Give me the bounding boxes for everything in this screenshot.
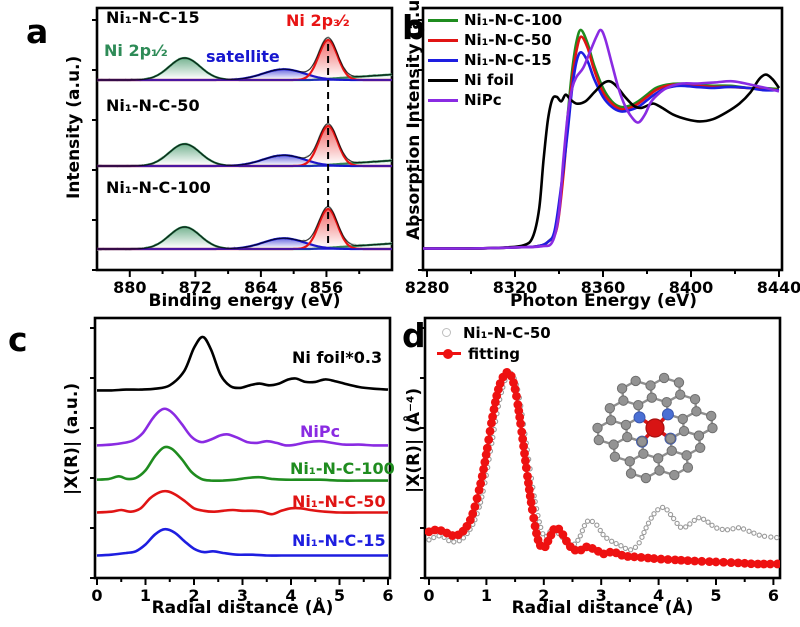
svg-text:5: 5	[710, 586, 721, 605]
panel-a-letter: a	[26, 12, 49, 51]
curve-label-nifoil: Ni foil*0.3	[292, 348, 383, 367]
legend-item-ni1nc50: Ni₁-N-C-50	[428, 30, 562, 50]
curve-label-ni1nc15: Ni₁-N-C-15	[292, 531, 386, 550]
svg-text:8440: 8440	[757, 278, 800, 297]
svg-text:1: 1	[481, 586, 492, 605]
spectrum-label-ni1nc15: Ni₁-N-C-15	[106, 8, 200, 27]
svg-text:5: 5	[334, 586, 345, 605]
legend-item-ni1nc100: Ni₁-N-C-100	[428, 10, 562, 30]
svg-text:6: 6	[768, 586, 779, 605]
svg-text:3: 3	[237, 586, 248, 605]
panel-a-yaxis-title: Intensity (a.u.)	[64, 55, 84, 199]
line-swatch-red	[428, 38, 458, 42]
svg-text:856: 856	[310, 278, 343, 297]
molecular-structure-inset	[592, 372, 718, 484]
legend-label: NiPc	[464, 91, 502, 109]
legend-item-fitting: fitting	[437, 343, 551, 364]
svg-text:0: 0	[423, 586, 434, 605]
svg-text:1: 1	[140, 586, 151, 605]
legend-label: Ni foil	[464, 71, 515, 89]
panel-c-yaxis-title: |X(R)| (a.u.)	[62, 382, 82, 495]
panel-b-yaxis-title: Absorption Intensity (a.u.)	[404, 0, 424, 240]
legend-item-nifoil: Ni foil	[428, 70, 562, 90]
line-swatch-purple	[428, 98, 458, 102]
panel-b-letter: b	[402, 8, 426, 47]
panel-d-yaxis-title: |X(R)| (Å⁻⁴)	[404, 387, 424, 493]
svg-text:8400: 8400	[669, 278, 714, 297]
svg-text:6: 6	[382, 586, 393, 605]
panel-d-letter: d	[402, 316, 426, 355]
panel-d-xaxis-title: Radial distance (Å)	[511, 598, 694, 618]
svg-text:3: 3	[596, 586, 607, 605]
panel-d-legend: Ni₁-N-C-50 fitting	[437, 322, 551, 364]
svg-text:8360: 8360	[581, 278, 626, 297]
panel-b-xaxis-title: Photon Energy (eV)	[509, 291, 698, 311]
legend-label: Ni₁-N-C-50	[463, 323, 551, 342]
fitting-line-marker-icon	[437, 348, 461, 359]
legend-label: Ni₁-N-C-100	[464, 11, 563, 29]
curve-label-ni1nc100: Ni₁-N-C-100	[290, 459, 395, 478]
legend-label: fitting	[468, 344, 521, 363]
line-swatch-black	[428, 78, 458, 82]
peak-label-ni2p12: Ni 2p₁⁄₂	[104, 41, 168, 60]
legend-item-exp: Ni₁-N-C-50	[437, 322, 551, 343]
line-swatch-green	[428, 18, 458, 22]
svg-text:4: 4	[653, 586, 664, 605]
svg-text:864: 864	[244, 278, 277, 297]
peak-label-satellite: satellite	[206, 47, 280, 66]
legend-item-nipc: NiPc	[428, 90, 562, 110]
open-circle-marker-icon	[442, 328, 451, 337]
svg-text:8280: 8280	[405, 278, 450, 297]
line-swatch-blue	[428, 58, 458, 62]
panel-c-xaxis-title: Radial distance (Å)	[151, 598, 334, 618]
svg-text:4: 4	[285, 586, 296, 605]
legend-item-ni1nc15: Ni₁-N-C-15	[428, 50, 562, 70]
curve-label-nipc: NiPc	[300, 422, 341, 441]
legend-label: Ni₁-N-C-15	[464, 51, 552, 69]
svg-text:0: 0	[91, 586, 102, 605]
svg-text:2: 2	[538, 586, 549, 605]
curve-label-ni1nc50: Ni₁-N-C-50	[292, 492, 386, 511]
svg-text:2: 2	[188, 586, 199, 605]
spectrum-label-ni1nc100: Ni₁-N-C-100	[106, 178, 211, 197]
panel-c-letter: c	[8, 320, 28, 359]
svg-text:872: 872	[179, 278, 212, 297]
legend-label: Ni₁-N-C-50	[464, 31, 552, 49]
spectrum-label-ni1nc50: Ni₁-N-C-50	[106, 96, 200, 115]
peak-label-ni2p32: Ni 2p₃⁄₂	[286, 11, 350, 30]
svg-text:880: 880	[113, 278, 146, 297]
panel-b-legend: Ni₁-N-C-100 Ni₁-N-C-50 Ni₁-N-C-15 Ni foi…	[428, 10, 562, 110]
panel-a-xaxis-title: Binding energy (eV)	[148, 291, 341, 311]
svg-text:8320: 8320	[493, 278, 538, 297]
